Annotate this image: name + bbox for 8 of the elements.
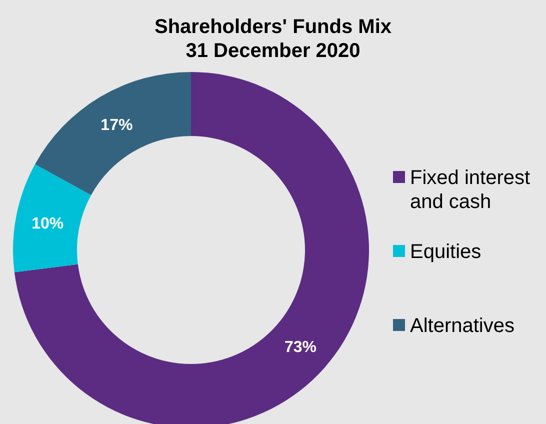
- legend-label: Equities: [410, 241, 482, 263]
- legend-label: Alternatives: [410, 315, 514, 337]
- legend-label: Fixed interest and cash: [410, 167, 530, 213]
- chart-subtitle: 31 December 2020: [186, 40, 360, 62]
- data-label: 73%: [284, 339, 317, 356]
- chart-title: Shareholders' Funds Mix: [154, 16, 392, 38]
- data-label: 10%: [32, 215, 64, 232]
- data-label: 17%: [100, 116, 133, 134]
